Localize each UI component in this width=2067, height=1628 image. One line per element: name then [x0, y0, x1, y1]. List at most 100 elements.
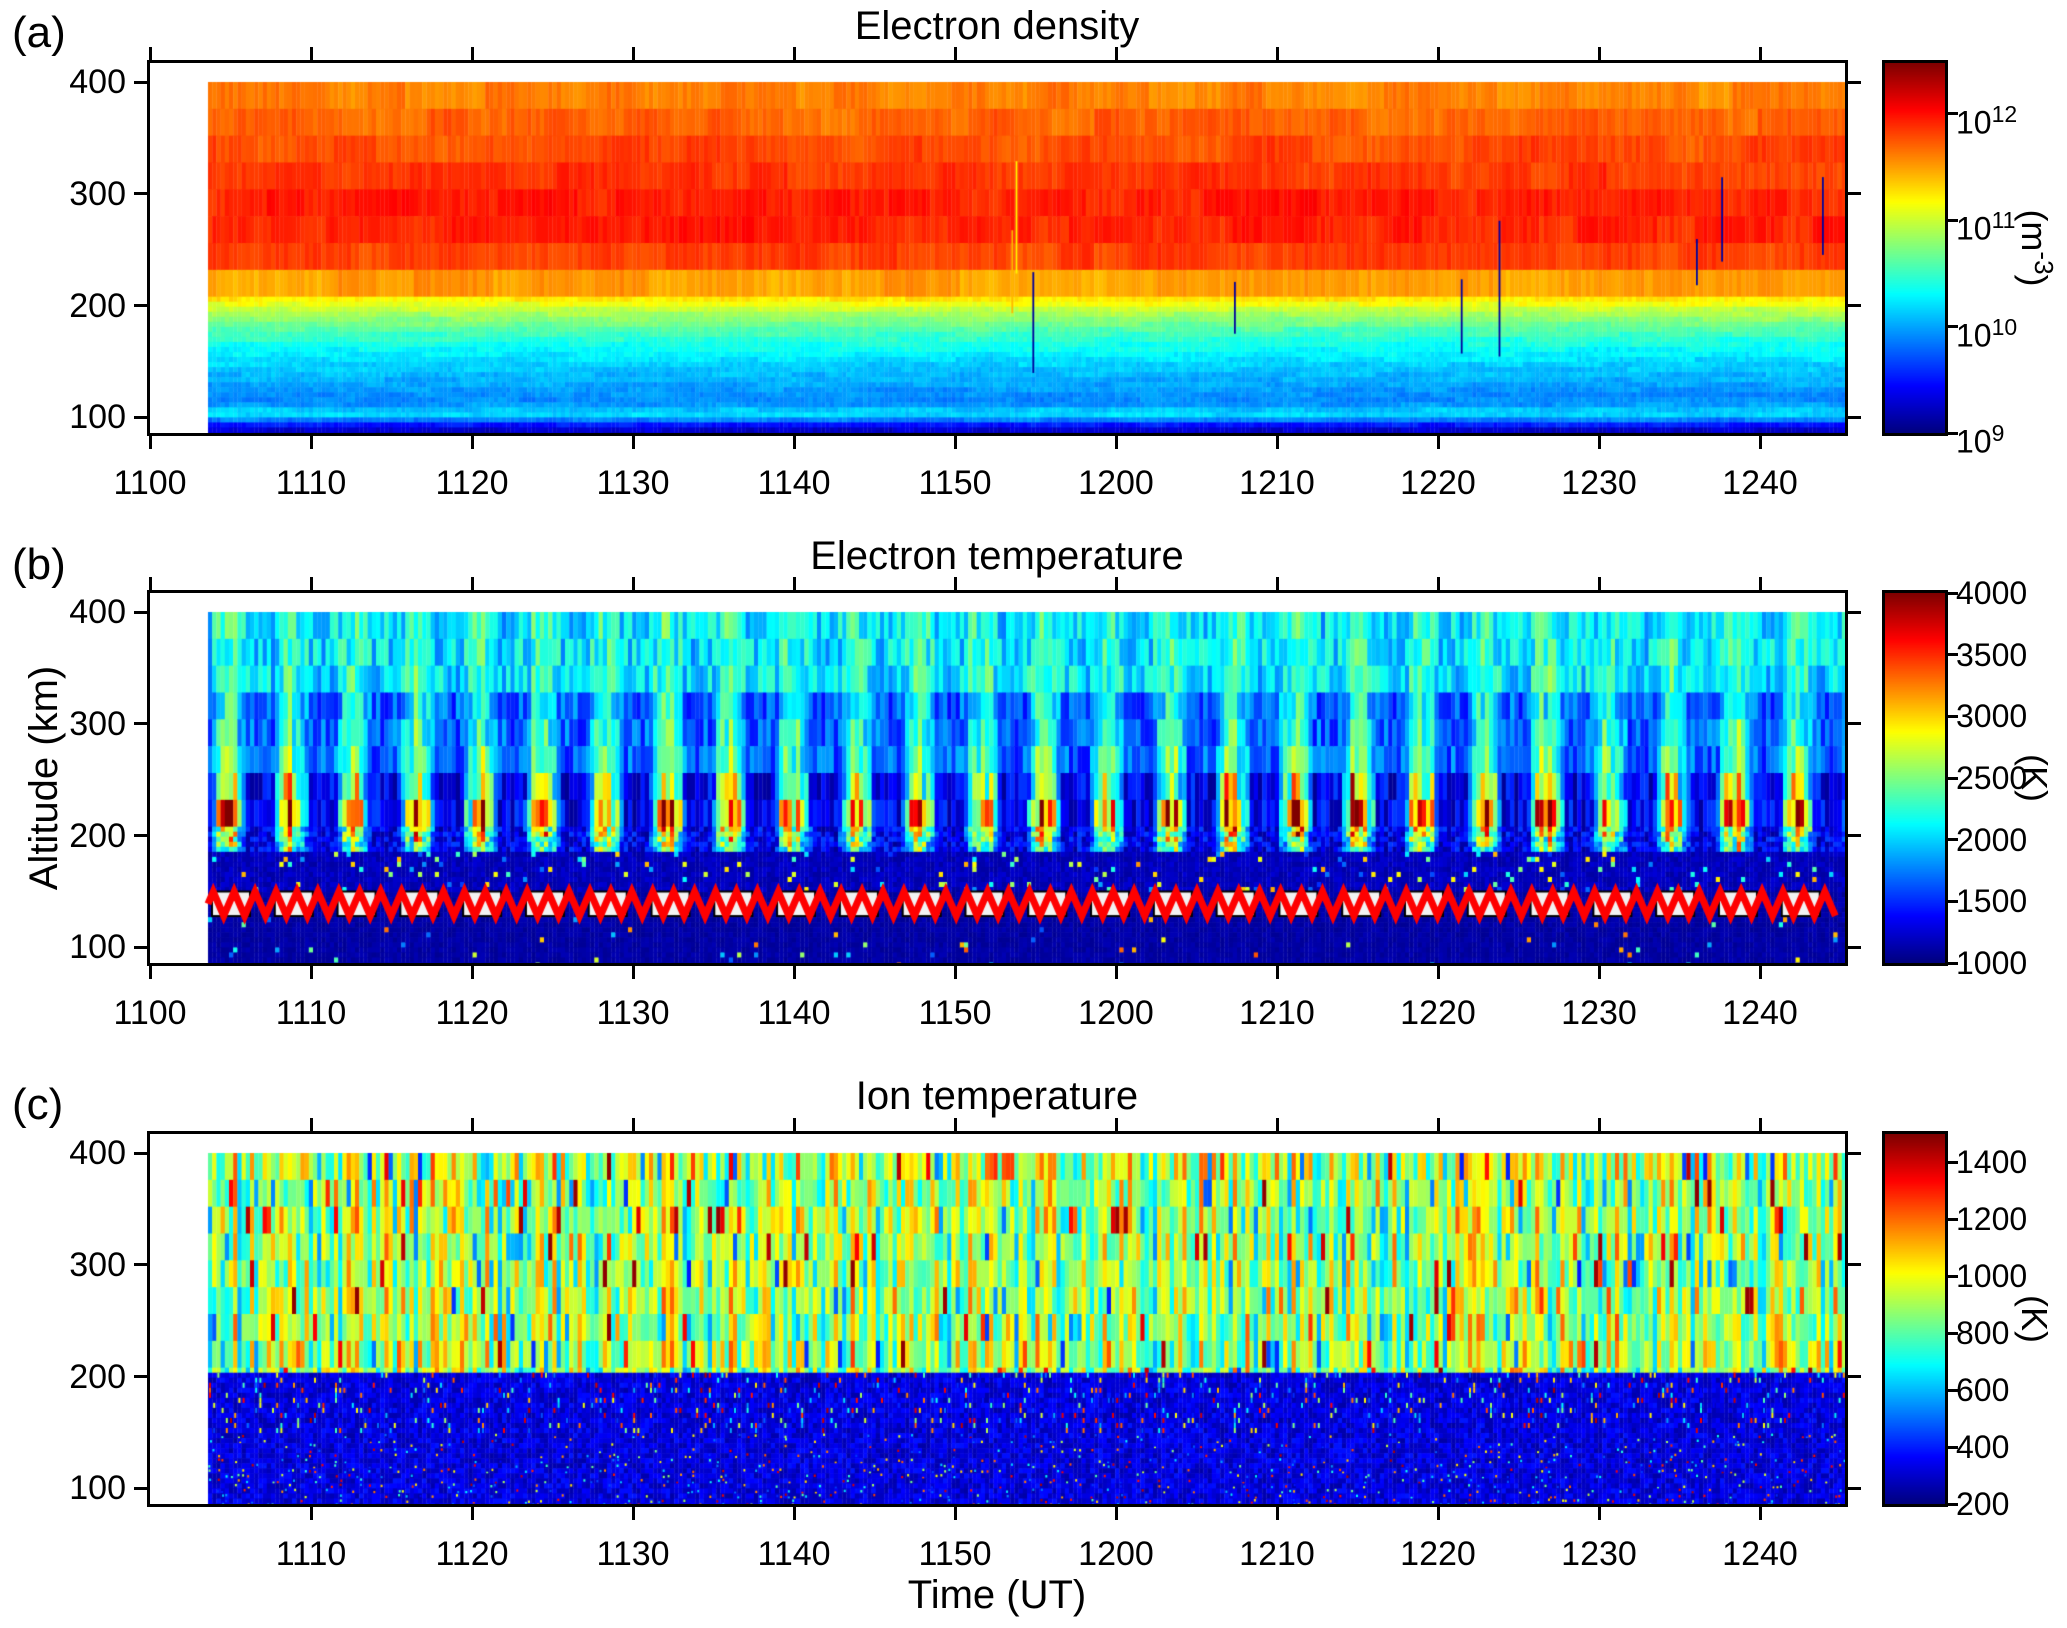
x-tick-label: 1110 — [275, 994, 347, 1032]
x-tick-bottom — [148, 436, 152, 449]
colorbar-tick — [1948, 961, 1958, 965]
x-tick-top — [631, 47, 635, 60]
colorbar-tick — [1948, 1445, 1958, 1449]
y-tick-label: 400 — [69, 593, 126, 631]
x-tick-label: 1200 — [1078, 1535, 1154, 1573]
x-tick-top — [631, 1118, 635, 1131]
x-tick-label: 1100 — [113, 994, 187, 1032]
x-tick-top — [953, 47, 957, 60]
y-tick-right — [1848, 722, 1861, 726]
colorbar-tick-label: 1500 — [1956, 883, 2028, 920]
x-tick-bottom — [1114, 436, 1118, 449]
y-tick-right — [1848, 610, 1861, 614]
x-tick-bottom — [631, 966, 635, 979]
x-tick-top — [1114, 47, 1118, 60]
y-tick-left — [134, 415, 147, 419]
x-tick-label: 1210 — [1239, 464, 1315, 502]
y-tick-left — [134, 1151, 147, 1155]
colorbar-tick — [1948, 1274, 1958, 1278]
y-tick-label: 200 — [69, 816, 126, 855]
x-tick-label: 1150 — [918, 1535, 992, 1573]
y-tick-right — [1848, 1486, 1861, 1490]
x-tick-bottom — [309, 1507, 313, 1520]
x-tick-top — [1275, 577, 1279, 590]
x-tick-bottom — [1436, 966, 1440, 979]
x-tick-top — [309, 577, 313, 590]
x-tick-label: 1240 — [1722, 464, 1798, 502]
y-tick-label: 100 — [69, 928, 126, 967]
panel-a-title: Electron density — [854, 4, 1140, 48]
y-tick-label: 200 — [69, 286, 126, 325]
colorbar-b-unit: (K) — [2014, 754, 2055, 802]
x-tick-label: 1140 — [757, 464, 831, 502]
x-tick-bottom — [1597, 966, 1601, 979]
colorbar-tick-label: 1010 — [1956, 313, 2018, 354]
x-tick-top — [792, 1118, 796, 1131]
x-tick-label: 1110 — [275, 1535, 347, 1573]
colorbar-tick-label: 2500 — [1956, 760, 2028, 796]
colorbar-tick-label: 2000 — [1956, 821, 2028, 858]
x-tick-top — [1758, 1118, 1762, 1131]
y-axis-label: Altitude (km) — [22, 665, 66, 891]
x-tick-bottom — [148, 966, 152, 979]
x-tick-label: 1130 — [596, 464, 670, 502]
x-tick-bottom — [1275, 966, 1279, 979]
y-tick-left — [134, 80, 147, 84]
x-tick-label: 1150 — [918, 994, 992, 1032]
x-tick-bottom — [1758, 1507, 1762, 1520]
x-tick-label: 1200 — [1078, 994, 1154, 1032]
colorbar-tick-label: 3500 — [1956, 636, 2028, 673]
y-tick-right — [1848, 1151, 1861, 1155]
x-tick-top — [470, 47, 474, 60]
colorbar-a-frame — [1882, 60, 1948, 436]
x-tick-bottom — [470, 1507, 474, 1520]
x-tick-top — [1436, 47, 1440, 60]
x-tick-label: 1240 — [1722, 994, 1798, 1032]
x-tick-label: 1130 — [596, 994, 670, 1032]
x-tick-label: 1120 — [435, 1535, 509, 1573]
heatmap-canvas-ion-temperature — [150, 1134, 1845, 1504]
x-tick-bottom — [792, 966, 796, 979]
x-tick-bottom — [470, 966, 474, 979]
x-tick-top — [1275, 1118, 1279, 1131]
colorbar-tick-label: 600 — [1956, 1372, 2010, 1409]
y-tick-label: 300 — [69, 1245, 126, 1284]
y-tick-right — [1848, 80, 1861, 84]
y-tick-left — [134, 834, 147, 838]
x-tick-label: 1240 — [1722, 1535, 1798, 1573]
x-tick-label: 1120 — [435, 464, 509, 502]
x-tick-top — [1114, 577, 1118, 590]
colorbar-tick — [1948, 1160, 1958, 1164]
y-tick-right — [1848, 415, 1861, 419]
x-tick-top — [1758, 577, 1762, 590]
x-tick-top — [792, 577, 796, 590]
x-tick-bottom — [792, 436, 796, 449]
x-tick-top — [1597, 577, 1601, 590]
x-tick-label: 1230 — [1561, 1535, 1637, 1573]
y-tick-label: 400 — [69, 1134, 126, 1172]
panel-b-plot-frame — [147, 590, 1848, 966]
colorbar-a-unit: (m-3) — [2014, 209, 2059, 287]
x-tick-label: 1120 — [435, 994, 509, 1032]
x-tick-bottom — [631, 436, 635, 449]
x-tick-top — [1597, 1118, 1601, 1131]
y-tick-label: 200 — [69, 1357, 126, 1396]
colorbar-tick-label: 200 — [1956, 1486, 2010, 1522]
y-tick-right — [1848, 1375, 1861, 1379]
colorbar-tick — [1948, 1331, 1958, 1335]
x-tick-top — [1597, 47, 1601, 60]
x-tick-label: 1210 — [1239, 1535, 1315, 1573]
colorbar-tick-label: 800 — [1956, 1315, 2010, 1352]
colorbar-tick-label: 4000 — [1956, 575, 2028, 611]
y-tick-label: 100 — [69, 398, 126, 437]
colorbar-tick-label: 1400 — [1956, 1144, 2028, 1181]
x-tick-top — [470, 577, 474, 590]
y-tick-right — [1848, 945, 1861, 949]
x-tick-bottom — [792, 1507, 796, 1520]
colorbar-tick — [1948, 218, 1958, 222]
colorbar-tick-label: 1012 — [1956, 100, 2018, 141]
x-tick-top — [1758, 47, 1762, 60]
colorbar-tick — [1948, 776, 1958, 780]
x-tick-bottom — [1597, 436, 1601, 449]
